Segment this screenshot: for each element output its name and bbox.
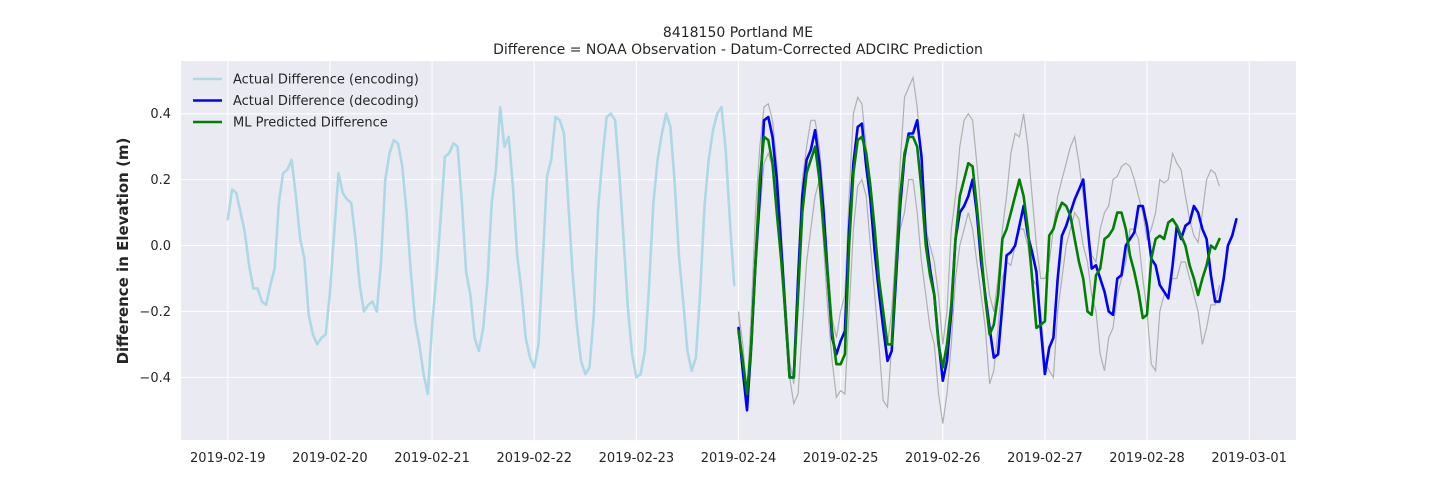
y-tick-label: 0.4 [150,107,171,122]
x-tick-label: 2019-02-24 [701,451,777,466]
x-tick-label: 2019-03-01 [1211,451,1287,466]
legend-label: ML Predicted Difference [233,116,388,131]
series-line-encoding [226,105,736,396]
chart-title: 8418150 Portland ME [663,25,813,41]
legend-label: Actual Difference (encoding) [233,73,419,88]
x-tick-label: 2019-02-19 [190,451,266,466]
x-tick-label: 2019-02-23 [599,451,675,466]
y-tick-label: 0.2 [150,173,171,188]
y-tick-label: −0.2 [139,305,171,320]
x-tick-label: 2019-02-20 [292,451,368,466]
x-tick-label: 2019-02-27 [1007,451,1083,466]
y-tick-label: −0.4 [139,371,171,386]
series-lines [226,105,1238,412]
y-tick-label: 0.0 [150,239,171,254]
chart-subtitle: Difference = NOAA Observation - Datum-Co… [493,42,983,58]
x-tick-label: 2019-02-26 [905,451,981,466]
y-tick-labels: −0.4 −0.2 0.0 0.2 0.4 [139,107,171,386]
x-tick-label: 2019-02-28 [1109,451,1185,466]
x-tick-labels: 2019-02-19 2019-02-20 2019-02-21 2019-02-22… [190,451,1287,466]
x-tick-label: 2019-02-22 [496,451,572,466]
x-tick-label: 2019-02-21 [394,451,470,466]
series-line-predicted [737,135,1221,396]
y-axis-label: Difference in Elevation (m) [114,138,132,365]
x-tick-label: 2019-02-25 [803,451,879,466]
envelope-upper-line [737,75,1220,394]
grid [181,61,1296,440]
legend: Actual Difference (encoding) Actual Diffe… [193,73,419,131]
legend-label: Actual Difference (decoding) [233,94,419,109]
